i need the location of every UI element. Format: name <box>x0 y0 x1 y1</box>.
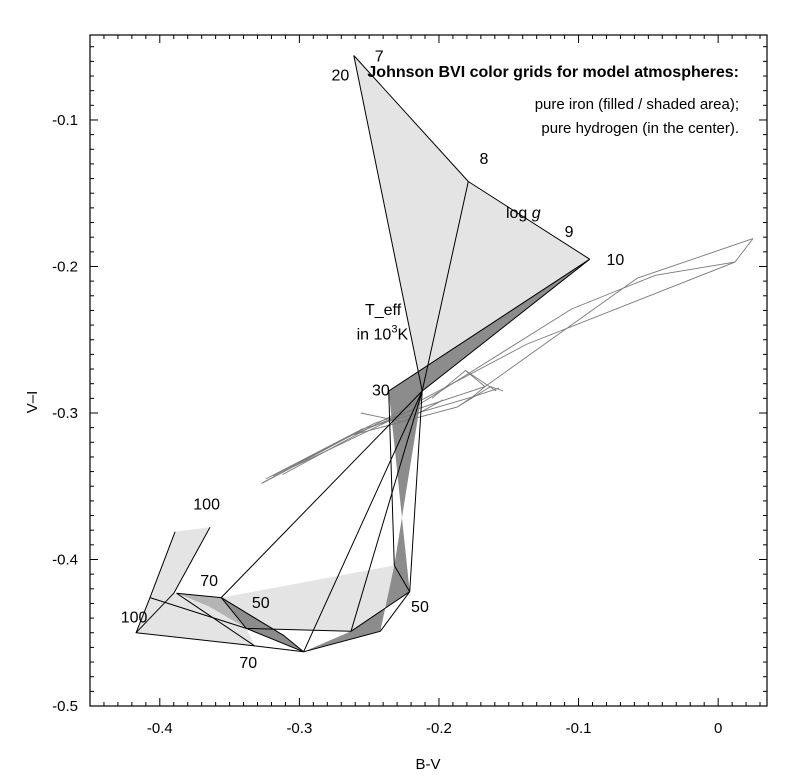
hydrogen-grid-line-7 <box>465 370 486 387</box>
grid-label-15: 50 <box>411 599 429 616</box>
iron-grid-line-10 <box>220 565 411 653</box>
x-tick-label: -0.2 <box>426 720 452 737</box>
hydrogen-grid-line-4 <box>282 238 754 475</box>
iron-grid-line-3 <box>421 181 469 392</box>
grid-label-10: 100 <box>193 497 220 514</box>
note-hydrogen: pure hydrogen (in the center). <box>541 120 739 137</box>
grid-label-8: in 103K <box>357 324 409 344</box>
grid-label-1: 20 <box>331 67 349 84</box>
iron-fill-region-3 <box>221 565 410 632</box>
iron-grid-line-9 <box>303 390 423 653</box>
grid-label-13: 100 <box>121 609 148 626</box>
iron-grid-line-4 <box>421 258 591 392</box>
iron-fill-region-1 <box>353 55 590 391</box>
iron-grid-line-5 <box>388 258 590 566</box>
hydrogen-grid-line-5 <box>292 261 735 468</box>
hydrogen-grid-line-10 <box>456 386 486 408</box>
grid-label-11: 70 <box>200 573 218 590</box>
y-axis-title: V–I <box>24 391 41 414</box>
y-tick-label: -0.2 <box>52 258 78 275</box>
iron-grid-line-11 <box>220 597 304 653</box>
y-tick-label: -0.3 <box>52 405 78 422</box>
iron-grid-lines <box>135 55 591 653</box>
y-tick-label: -0.1 <box>52 112 78 129</box>
hydrogen-grid-lines <box>261 238 754 484</box>
iron-grid-fills <box>136 55 590 652</box>
plot-frame <box>89 34 768 707</box>
iron-grid-line-6 <box>409 390 423 592</box>
y-tick-label: -0.5 <box>52 698 78 715</box>
iron-grid-line-2 <box>353 55 423 392</box>
hydrogen-grid-line-1 <box>261 386 504 484</box>
hydrogen-grid-line-2 <box>265 387 500 480</box>
x-tick-label: -0.4 <box>147 720 173 737</box>
grid-label-14: 70 <box>239 655 257 672</box>
grid-label-3: 8 <box>479 151 488 168</box>
grid-label-12: 50 <box>252 595 270 612</box>
x-axis-title: B-V <box>415 756 440 773</box>
iron-grid-line-7 <box>220 390 423 598</box>
grid-label-6: 10 <box>606 252 624 269</box>
note-iron: pure iron (filled / shaded area); <box>535 96 739 113</box>
iron-fill-region-5 <box>221 597 304 652</box>
grid-label-2: 7 <box>375 48 384 65</box>
iron-grid-line-16 <box>149 591 410 632</box>
axis-ticks: -0.4 -0.3 -0.2 -0.1 0 -0.1 -0.2 -0.3 -0.4 -0.5 <box>52 35 767 737</box>
iron-grid-line-14 <box>135 527 255 647</box>
iron-fill-region-7 <box>136 527 210 633</box>
chart-title: Johnson BVI color grids for model atmosp… <box>367 64 739 81</box>
grid-label-7: T_eff <box>365 302 402 319</box>
iron-fill-region-8 <box>136 593 255 646</box>
x-tick-label: -0.3 <box>286 720 312 737</box>
iron-fill-region-2 <box>388 259 590 592</box>
x-tick-label: -0.1 <box>566 720 592 737</box>
hydrogen-grid-line-11 <box>360 399 444 423</box>
grid-label-9: 30 <box>372 382 390 399</box>
grid-label-4: log g <box>506 205 541 222</box>
x-tick-label: 0 <box>714 720 722 737</box>
hydrogen-grid-line-8 <box>261 466 293 484</box>
iron-fill-region-6 <box>176 593 247 629</box>
iron-grid-line-12 <box>176 592 222 599</box>
grid-label-5: 9 <box>565 224 574 241</box>
y-tick-label: -0.4 <box>52 551 78 568</box>
iron-grid-line-8 <box>350 390 423 632</box>
